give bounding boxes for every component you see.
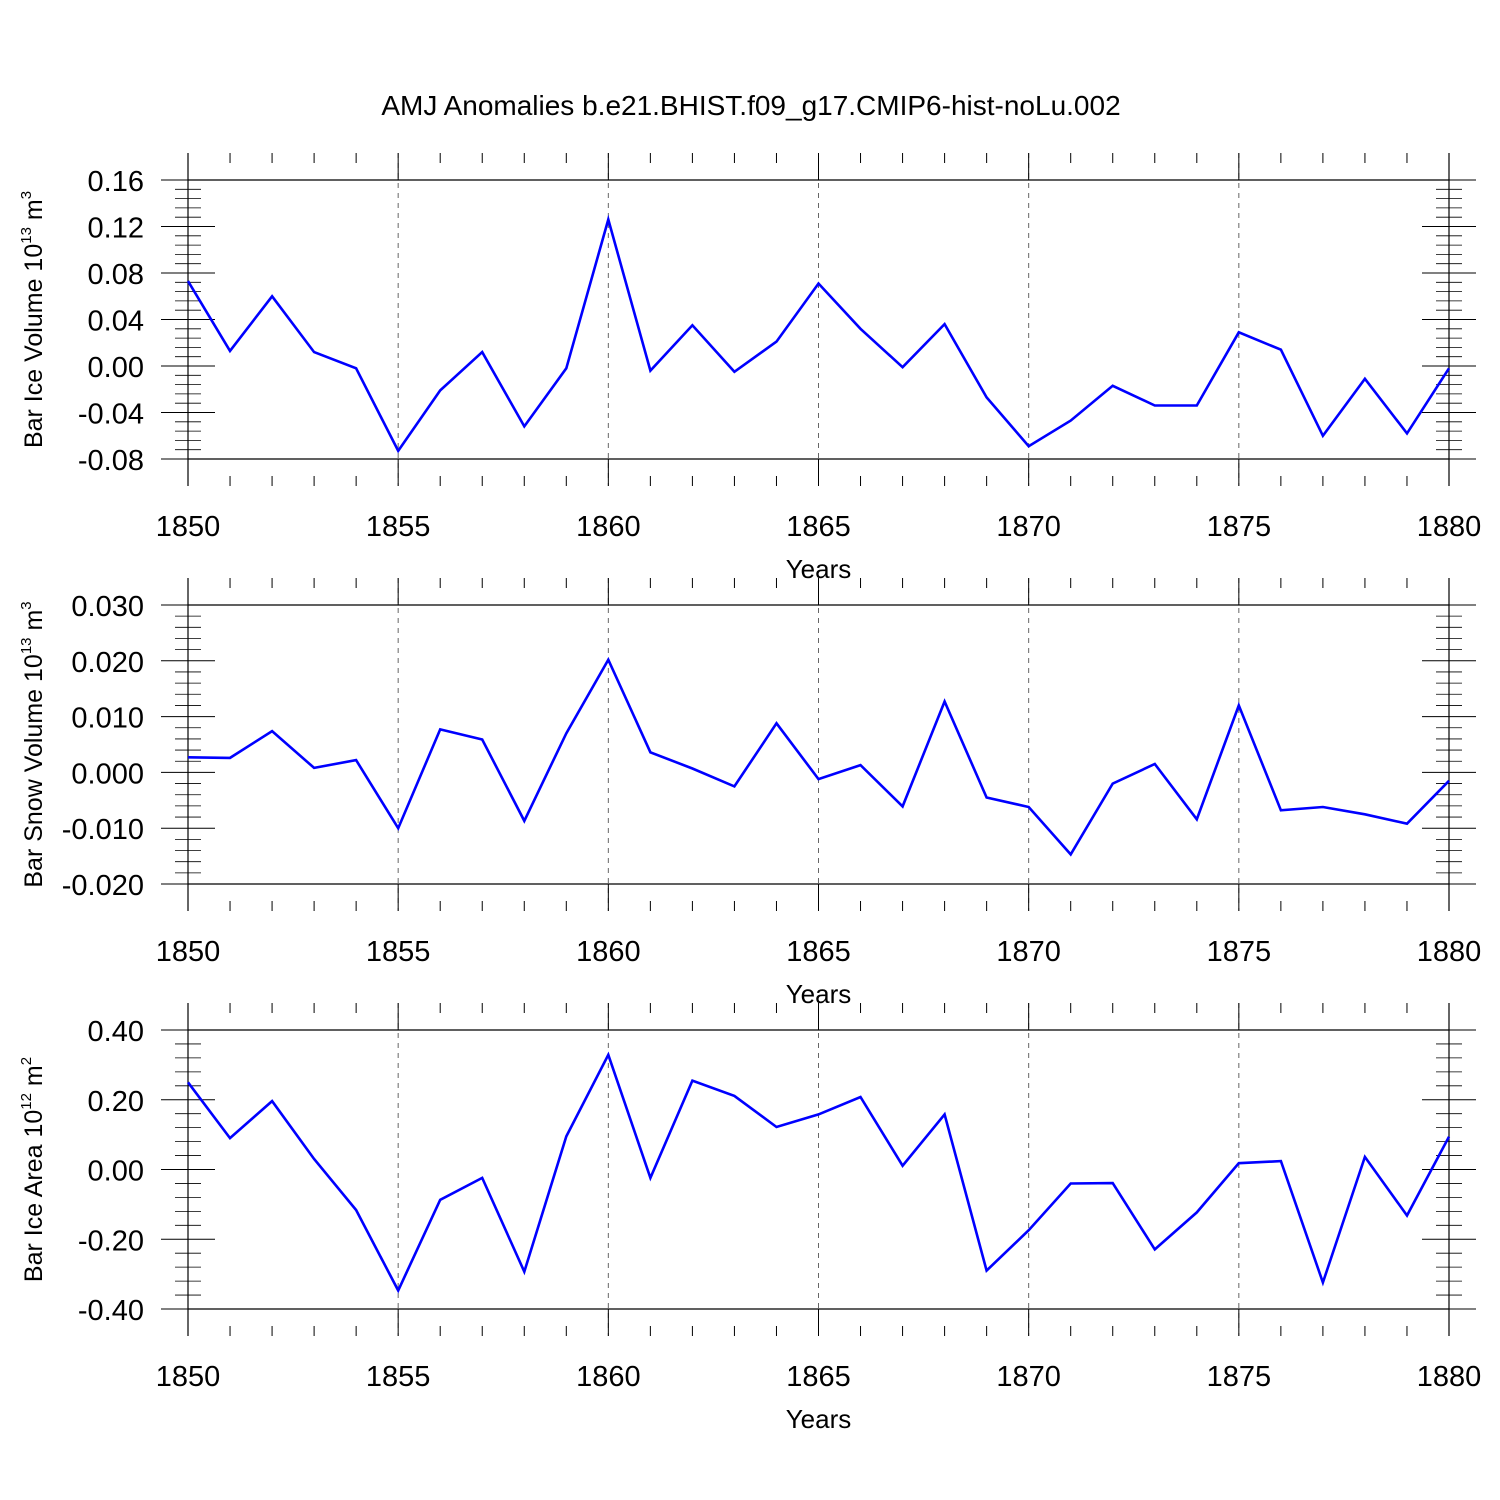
y-axis-title: Bar Snow Volume 1013 m3 [18, 601, 48, 887]
x-tick-label: 1855 [366, 511, 431, 543]
x-tick-label: 1850 [156, 936, 221, 968]
y-axis-title: Bar Ice Volume 1013 m3 [18, 191, 48, 448]
y-tick-label: 0.000 [71, 758, 144, 790]
x-tick-label: 1875 [1207, 1361, 1272, 1393]
x-tick-label: 1860 [576, 936, 641, 968]
x-axis-title: Years [786, 1404, 852, 1434]
y-tick-label: 0.04 [88, 306, 144, 338]
x-tick-label: 1875 [1207, 511, 1272, 543]
series-line [186, 1051, 1451, 1294]
y-tick-label: -0.020 [62, 870, 144, 902]
y-tick-label: 0.16 [88, 166, 144, 198]
y-axis-title-superscript: 3 [18, 601, 35, 609]
x-tick-label: 1870 [996, 936, 1061, 968]
x-tick-label: 1865 [786, 1361, 851, 1393]
x-tick-label: 1880 [1417, 511, 1482, 543]
y-axis-title: Bar Ice Area 1012 m2 [18, 1057, 48, 1282]
panel-2: -0.020 -0.010 0.000 0.010 0.020 0.030 1850 1855… [18, 578, 1481, 1009]
y-axis-title-text: m [20, 610, 48, 638]
y-tick-label: 0.010 [71, 703, 144, 735]
x-tick-label: 1855 [366, 936, 431, 968]
x-tick-label: 1880 [1417, 936, 1482, 968]
series-line [186, 214, 1451, 454]
y-tick-label: -0.010 [62, 814, 144, 846]
y-axis-title-text: m [20, 1065, 48, 1093]
chart-title: AMJ Anomalies b.e21.BHIST.f09_g17.CMIP6-… [381, 90, 1120, 121]
y-tick-label: -0.04 [78, 399, 144, 431]
y-axis-title-superscript: 2 [18, 1057, 35, 1065]
x-tick-label: 1870 [996, 511, 1061, 543]
y-tick-label: 0.08 [88, 259, 144, 291]
x-tick-label: 1880 [1417, 1361, 1482, 1393]
y-axis-title-superscript: 3 [18, 191, 35, 199]
y-axis-title-text: Bar Ice Volume 10 [20, 244, 48, 448]
y-axis-title-superscript: 13 [18, 227, 35, 244]
panel-1: -0.08 -0.04 0.00 0.04 0.08 0.12 0.16 1850 1855 18… [18, 153, 1481, 584]
x-tick-label: 1860 [576, 511, 641, 543]
y-axis-title-text: m [20, 199, 48, 227]
y-tick-label: 0.00 [88, 1156, 144, 1188]
x-tick-label: 1870 [996, 1361, 1061, 1393]
y-tick-label: 0.12 [88, 213, 144, 245]
x-tick-label: 1875 [1207, 936, 1272, 968]
x-tick-label: 1865 [786, 511, 851, 543]
y-axis-title-superscript: 13 [18, 637, 35, 654]
y-tick-label: 0.20 [88, 1086, 144, 1118]
x-tick-label: 1855 [366, 1361, 431, 1393]
x-tick-label: 1860 [576, 1361, 641, 1393]
panels: -0.08 -0.04 0.00 0.04 0.08 0.12 0.16 1850 1855 18… [18, 153, 1481, 1434]
y-tick-label: 0.020 [71, 647, 144, 679]
y-tick-label: 0.40 [88, 1016, 144, 1048]
x-tick-label: 1865 [786, 936, 851, 968]
y-tick-label: -0.20 [78, 1225, 144, 1257]
series-line [187, 656, 1450, 857]
y-axis-title-text: Bar Ice Area 10 [20, 1110, 48, 1282]
x-tick-label: 1850 [156, 511, 221, 543]
y-tick-label: 0.00 [88, 352, 144, 384]
y-tick-label: -0.08 [78, 445, 144, 477]
x-tick-label: 1850 [156, 1361, 221, 1393]
y-axis-title-text: Bar Snow Volume 10 [20, 654, 48, 887]
panel-3: -0.40 -0.20 0.00 0.20 0.40 1850 1855 1860 1865 18… [18, 1003, 1481, 1434]
y-tick-label: 0.030 [71, 591, 144, 623]
y-axis-title-superscript: 12 [18, 1093, 35, 1110]
y-tick-label: -0.40 [78, 1295, 144, 1327]
